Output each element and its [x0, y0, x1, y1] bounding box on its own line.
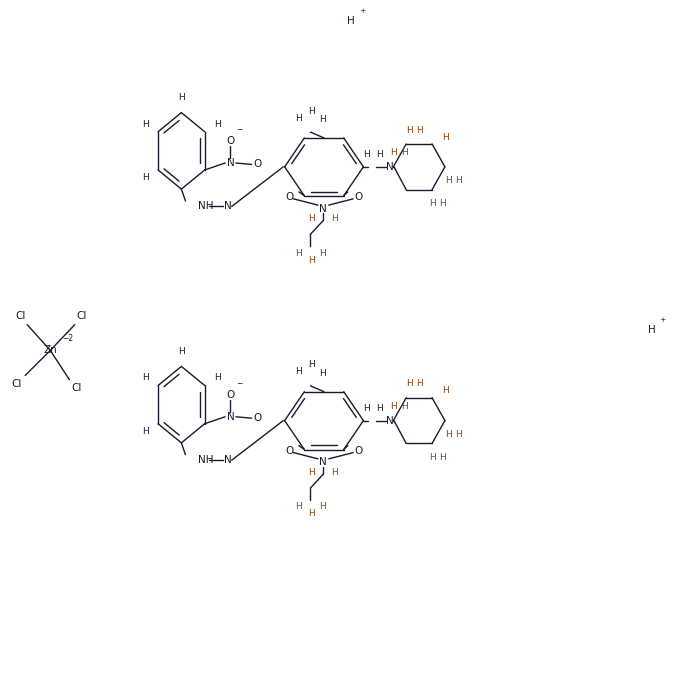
Text: N: N	[319, 457, 327, 468]
Text: −: −	[237, 126, 243, 135]
Text: H: H	[455, 430, 462, 439]
Text: H: H	[331, 468, 338, 477]
Text: H: H	[295, 367, 301, 376]
Text: H: H	[142, 427, 149, 436]
Text: O: O	[254, 413, 262, 423]
Text: N: N	[226, 158, 235, 168]
Text: H: H	[319, 115, 326, 124]
Text: H: H	[347, 16, 355, 26]
Text: Cl: Cl	[11, 379, 22, 389]
Text: Cl: Cl	[76, 311, 87, 320]
Text: H: H	[308, 468, 314, 477]
Text: N: N	[386, 415, 394, 426]
Text: H: H	[308, 107, 315, 116]
Text: H: H	[648, 325, 656, 334]
Text: H: H	[429, 453, 435, 462]
Text: H: H	[142, 173, 149, 182]
Text: N: N	[319, 204, 327, 214]
Text: O: O	[285, 446, 293, 456]
Text: H: H	[319, 248, 326, 258]
Text: NH: NH	[198, 202, 213, 211]
Text: Cl: Cl	[71, 383, 81, 393]
Text: H: H	[214, 373, 221, 383]
Text: H: H	[401, 402, 408, 411]
Text: H: H	[295, 114, 301, 123]
Text: N: N	[226, 412, 235, 422]
Text: N: N	[224, 455, 231, 466]
Text: Zn: Zn	[44, 346, 57, 355]
Text: H: H	[308, 510, 315, 519]
Text: H: H	[295, 503, 301, 512]
Text: H: H	[376, 150, 383, 159]
Text: H: H	[455, 177, 462, 185]
Text: H: H	[214, 119, 221, 128]
Text: H: H	[178, 347, 185, 355]
Text: H: H	[142, 373, 149, 383]
Text: +: +	[359, 8, 365, 14]
Text: O: O	[226, 389, 235, 399]
Text: H: H	[406, 126, 413, 135]
Text: H: H	[439, 453, 446, 462]
Text: H: H	[401, 149, 408, 158]
Text: −2: −2	[63, 334, 74, 343]
Text: H: H	[442, 386, 449, 395]
Text: NH: NH	[198, 455, 213, 466]
Text: O: O	[285, 193, 293, 202]
Text: H: H	[439, 199, 446, 208]
Text: +: +	[659, 317, 666, 322]
Text: H: H	[308, 360, 315, 369]
Text: H: H	[390, 149, 397, 158]
Text: O: O	[355, 446, 363, 456]
Text: H: H	[417, 126, 423, 135]
Text: H: H	[295, 248, 301, 258]
Text: H: H	[406, 379, 413, 388]
Text: H: H	[364, 403, 370, 413]
Text: H: H	[142, 119, 149, 128]
Text: H: H	[319, 369, 326, 378]
Text: N: N	[386, 162, 394, 172]
Text: Cl: Cl	[15, 311, 26, 320]
Text: −: −	[237, 379, 243, 388]
Text: H: H	[308, 255, 315, 265]
Text: H: H	[364, 150, 370, 159]
Text: H: H	[319, 503, 326, 512]
Text: O: O	[355, 193, 363, 202]
Text: H: H	[442, 133, 449, 142]
Text: H: H	[376, 403, 383, 413]
Text: H: H	[445, 430, 451, 439]
Text: H: H	[390, 402, 397, 411]
Text: O: O	[254, 159, 262, 170]
Text: H: H	[331, 214, 338, 223]
Text: H: H	[417, 379, 423, 388]
Text: H: H	[178, 93, 185, 102]
Text: O: O	[226, 136, 235, 146]
Text: H: H	[429, 199, 435, 208]
Text: N: N	[224, 202, 231, 211]
Text: H: H	[445, 177, 451, 185]
Text: H: H	[308, 214, 314, 223]
